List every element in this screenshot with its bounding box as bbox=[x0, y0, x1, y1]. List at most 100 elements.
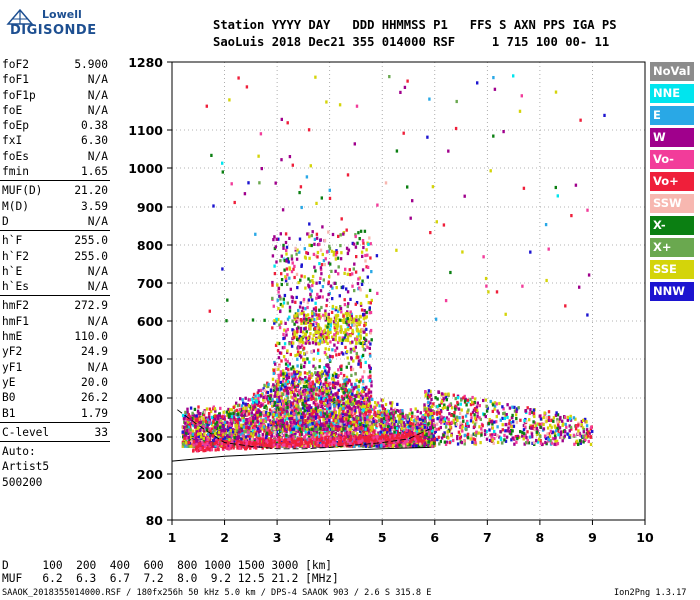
echo-point bbox=[295, 377, 299, 381]
echo-point bbox=[214, 414, 217, 418]
echo-point bbox=[309, 292, 312, 296]
echo-point bbox=[290, 401, 293, 405]
echo-point bbox=[358, 410, 361, 414]
echo-point bbox=[371, 416, 375, 421]
echo-point bbox=[367, 340, 371, 344]
echo-point bbox=[284, 240, 288, 245]
echo-point bbox=[207, 432, 210, 436]
echo-point bbox=[350, 382, 353, 386]
echo-point bbox=[223, 418, 227, 422]
echo-point bbox=[340, 403, 343, 407]
echo-point bbox=[315, 392, 318, 396]
echo-point bbox=[361, 405, 365, 409]
echo-point bbox=[236, 428, 239, 433]
echo-point bbox=[277, 383, 280, 387]
echo-point bbox=[235, 408, 238, 412]
echo-point bbox=[388, 440, 391, 444]
echo-point bbox=[419, 411, 422, 415]
echo-point bbox=[330, 431, 334, 435]
echo-point bbox=[204, 427, 207, 431]
echo-point bbox=[244, 435, 248, 439]
echo-point bbox=[266, 425, 269, 430]
echo-point bbox=[373, 418, 377, 422]
echo-point bbox=[321, 295, 324, 299]
echo-point bbox=[365, 265, 368, 269]
echo-point bbox=[408, 429, 412, 433]
echo-point bbox=[346, 356, 349, 360]
echo-point bbox=[290, 257, 294, 261]
echo-point bbox=[241, 416, 244, 420]
echo-point bbox=[277, 432, 281, 437]
echo-point bbox=[290, 435, 293, 439]
echo-point bbox=[253, 401, 256, 405]
echo-point bbox=[376, 444, 380, 448]
echo-point bbox=[325, 432, 329, 436]
echo-point bbox=[290, 432, 293, 436]
echo-point bbox=[433, 438, 436, 442]
echo-point bbox=[390, 419, 393, 423]
echo-point bbox=[201, 419, 205, 423]
echo-point bbox=[309, 443, 312, 447]
echo-point bbox=[283, 392, 286, 396]
echo-point bbox=[402, 430, 405, 434]
echo-point bbox=[261, 433, 264, 437]
echo-point bbox=[331, 381, 335, 385]
echo-point bbox=[392, 414, 395, 418]
echo-point bbox=[336, 382, 340, 386]
echo-point bbox=[245, 418, 248, 422]
echo-point bbox=[230, 415, 234, 419]
echo-point bbox=[268, 412, 271, 416]
echo-point bbox=[251, 429, 255, 433]
echo-point bbox=[363, 309, 366, 313]
echo-point bbox=[196, 422, 199, 427]
echo-point bbox=[303, 381, 306, 385]
echo-point bbox=[194, 419, 197, 423]
echo-point bbox=[315, 409, 318, 414]
echo-point bbox=[361, 394, 365, 398]
echo-point bbox=[260, 402, 263, 406]
echo-point bbox=[228, 438, 231, 442]
echo-point bbox=[349, 310, 352, 314]
echo-point bbox=[208, 438, 212, 442]
echo-point bbox=[364, 253, 367, 258]
echo-point bbox=[276, 426, 280, 430]
echo-point bbox=[228, 422, 231, 427]
echo-point bbox=[251, 397, 254, 401]
echo-point bbox=[354, 405, 357, 409]
echo-point bbox=[278, 388, 282, 392]
echo-point bbox=[262, 413, 266, 418]
echo-point bbox=[388, 444, 391, 448]
echo-point bbox=[393, 426, 397, 430]
echo-point bbox=[238, 408, 241, 412]
echo-point bbox=[251, 401, 255, 405]
echo-point bbox=[394, 410, 397, 414]
echo-point bbox=[342, 373, 346, 378]
echo-point bbox=[369, 394, 373, 398]
echo-point bbox=[223, 420, 227, 424]
echo-point bbox=[318, 432, 322, 436]
echo-point bbox=[365, 400, 368, 404]
echo-point bbox=[271, 420, 275, 424]
echo-point bbox=[382, 442, 385, 446]
echo-point bbox=[406, 416, 410, 420]
echo-point bbox=[203, 430, 206, 434]
echo-point bbox=[251, 416, 255, 420]
echo-point bbox=[416, 426, 419, 430]
echo-point bbox=[202, 413, 206, 417]
echo-point bbox=[191, 429, 195, 433]
echo-point bbox=[350, 385, 354, 389]
echo-point bbox=[414, 423, 418, 427]
echo-point bbox=[391, 401, 394, 405]
echo-point bbox=[362, 430, 365, 434]
echo-point bbox=[247, 419, 251, 423]
echo-point bbox=[229, 428, 232, 432]
echo-point bbox=[366, 407, 369, 411]
echo-point bbox=[246, 421, 249, 425]
echo-point bbox=[394, 442, 397, 446]
echo-point bbox=[366, 443, 369, 447]
echo-point bbox=[230, 408, 233, 412]
echo-point bbox=[336, 256, 340, 260]
echo-point bbox=[364, 441, 368, 445]
echo-point bbox=[219, 437, 223, 442]
echo-point bbox=[242, 423, 245, 427]
